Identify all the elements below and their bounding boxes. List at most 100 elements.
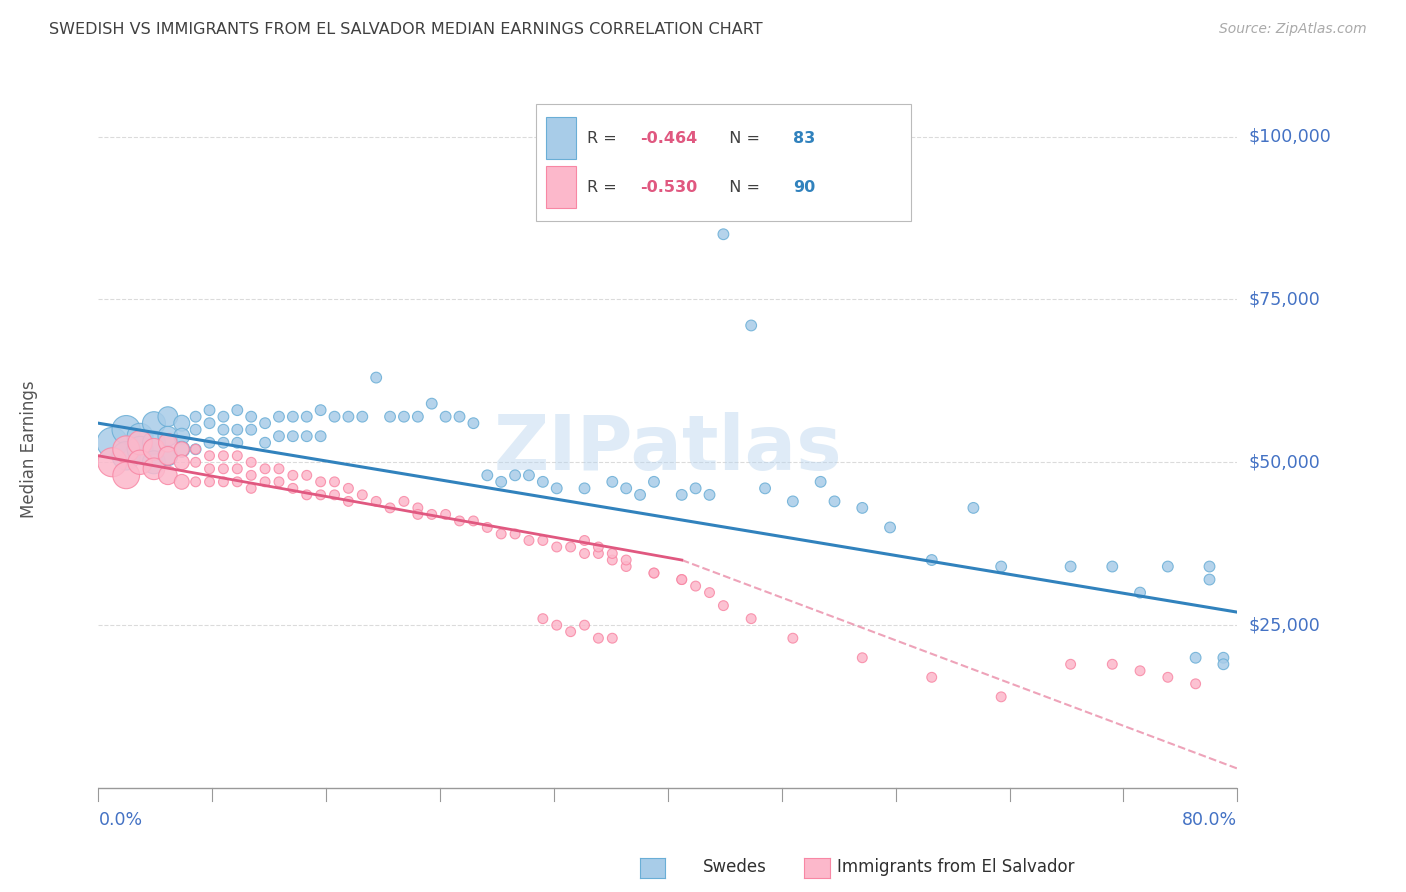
Point [170, 475, 193, 489]
Point [337, 481, 360, 495]
Point [574, 481, 596, 495]
Point [378, 409, 401, 424]
Point [226, 462, 249, 476]
Point [546, 481, 568, 495]
Point [600, 553, 623, 567]
Point [254, 435, 277, 450]
Text: 90: 90 [793, 179, 815, 194]
Point [1198, 573, 1220, 587]
Point [212, 475, 235, 489]
Point [295, 409, 318, 424]
Point [782, 631, 804, 645]
Point [851, 500, 873, 515]
Point [1212, 657, 1234, 672]
Point [337, 409, 360, 424]
Point [323, 409, 346, 424]
Point [240, 468, 263, 483]
Point [198, 449, 221, 463]
Point [170, 416, 193, 430]
Point [309, 475, 332, 489]
Point [212, 449, 235, 463]
Point [101, 455, 124, 469]
Point [170, 429, 193, 443]
Text: R =: R = [588, 130, 623, 145]
Point [614, 481, 637, 495]
Point [671, 573, 693, 587]
Point [477, 468, 499, 483]
FancyBboxPatch shape [536, 104, 911, 221]
Point [879, 520, 901, 534]
Point [1101, 657, 1123, 672]
Text: $50,000: $50,000 [1249, 453, 1320, 471]
Point [1184, 677, 1206, 691]
Point [309, 488, 332, 502]
Point [434, 508, 457, 522]
Point [517, 468, 540, 483]
Text: N =: N = [720, 179, 765, 194]
Point [574, 618, 596, 632]
Point [323, 475, 346, 489]
Point [643, 566, 665, 580]
Point [574, 533, 596, 548]
Point [489, 475, 512, 489]
Point [115, 449, 138, 463]
Point [699, 585, 721, 599]
Point [212, 435, 235, 450]
Text: Swedes: Swedes [703, 858, 766, 876]
Point [463, 416, 485, 430]
Point [295, 429, 318, 443]
Point [754, 481, 776, 495]
Point [115, 423, 138, 437]
Point [254, 416, 277, 430]
Point [517, 533, 540, 548]
Point [1184, 650, 1206, 665]
Point [184, 475, 207, 489]
Point [267, 462, 290, 476]
Point [588, 547, 610, 561]
Text: $100,000: $100,000 [1249, 128, 1331, 145]
Point [420, 397, 443, 411]
Point [101, 435, 124, 450]
Point [489, 527, 512, 541]
Text: $75,000: $75,000 [1249, 291, 1320, 309]
Point [184, 442, 207, 457]
Point [254, 475, 277, 489]
Point [352, 409, 374, 424]
Point [628, 488, 651, 502]
Point [463, 514, 485, 528]
Point [129, 442, 152, 457]
Point [129, 435, 152, 450]
Point [614, 553, 637, 567]
Text: -0.530: -0.530 [640, 179, 697, 194]
Point [198, 462, 221, 476]
Point [143, 462, 166, 476]
Point [546, 618, 568, 632]
Point [352, 488, 374, 502]
Point [281, 409, 304, 424]
Point [184, 409, 207, 424]
FancyBboxPatch shape [546, 166, 576, 208]
Point [240, 409, 263, 424]
Text: R =: R = [588, 179, 623, 194]
Point [281, 481, 304, 495]
Point [1059, 657, 1081, 672]
Point [212, 409, 235, 424]
Point [184, 455, 207, 469]
Point [212, 462, 235, 476]
Point [267, 409, 290, 424]
Point [600, 475, 623, 489]
Point [643, 566, 665, 580]
Point [685, 579, 707, 593]
Point [366, 494, 388, 508]
Point [531, 475, 554, 489]
Point [921, 553, 943, 567]
Point [281, 468, 304, 483]
Point [503, 468, 526, 483]
Point [685, 481, 707, 495]
Point [406, 508, 429, 522]
Point [1101, 559, 1123, 574]
Point [560, 624, 582, 639]
Point [170, 442, 193, 457]
Point [115, 442, 138, 457]
Point [406, 409, 429, 424]
